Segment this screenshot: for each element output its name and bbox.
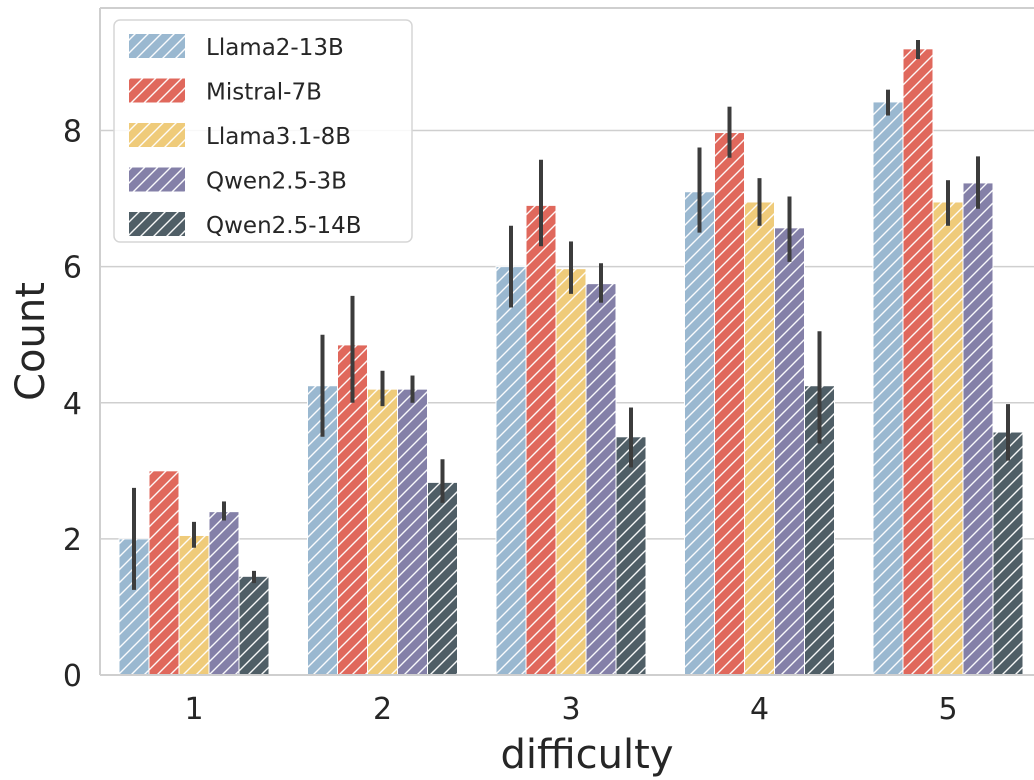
bar-qwen2-5-3b-1 — [208, 511, 240, 676]
error-bars — [132, 39, 1010, 590]
bar-qwen2-5-3b-2 — [397, 388, 428, 676]
bar-qwen2-5-3b-5 — [962, 182, 994, 676]
x-tick-label: 4 — [750, 692, 769, 727]
bar-mistral-7b-1 — [148, 470, 180, 676]
x-tick-label: 1 — [184, 692, 203, 727]
bar-llama2-13b-4 — [684, 191, 715, 676]
x-tick-label: 5 — [938, 692, 957, 727]
bar-qwen2-5-14b-3 — [615, 436, 647, 676]
y-tick-label: 2 — [63, 523, 82, 558]
axes — [99, 7, 1034, 676]
bar-llama3-1-8b-3 — [555, 268, 587, 676]
x-axis-title: difficulty — [501, 732, 674, 778]
bar-llama3-1-8b-1 — [178, 534, 210, 676]
y-tick-label: 6 — [63, 251, 82, 286]
bar-llama2-13b-3 — [495, 266, 527, 676]
legend: Llama2-13B Mistral-7B Llama3.1-8B Qwen2.5-3… — [113, 19, 413, 243]
legend-swatch — [129, 212, 185, 236]
bar-mistral-7b-5 — [902, 48, 934, 676]
legend-swatch — [129, 78, 185, 103]
bar-llama3-1-8b-4 — [744, 201, 775, 676]
y-tick-label: 0 — [63, 659, 82, 694]
bar-qwen2-5-14b-2 — [427, 481, 458, 676]
legend-label: Mistral-7B — [206, 80, 322, 106]
legend-label: Qwen2.5-3B — [206, 169, 347, 195]
tick-labels: 0 2 4 6 8 1 2 3 4 5 — [63, 115, 958, 727]
legend-box — [113, 19, 413, 243]
bar-mistral-7b-3 — [525, 204, 557, 676]
legend-swatch — [129, 167, 185, 192]
bar-mistral-7b-4 — [714, 132, 745, 676]
bar-qwen2-5-14b-5 — [992, 431, 1024, 676]
legend-label: Llama3.1-8B — [206, 124, 351, 150]
legend-label: Qwen2.5-14B — [206, 213, 362, 239]
bar-qwen2-5-14b-1 — [238, 575, 270, 676]
x-tick-label: 2 — [373, 692, 392, 727]
bar-qwen2-5-3b-4 — [774, 227, 805, 676]
bars — [118, 48, 1024, 676]
x-tick-label: 3 — [561, 692, 580, 727]
legend-swatch — [129, 34, 185, 58]
legend-label: Llama2-13B — [206, 35, 344, 61]
legend-swatch — [129, 123, 185, 147]
bar-llama3-1-8b-5 — [932, 201, 964, 676]
y-tick-label: 4 — [63, 387, 82, 422]
bar-qwen2-5-3b-3 — [585, 283, 617, 676]
bar-llama3-1-8b-2 — [367, 388, 398, 676]
bar-llama2-13b-5 — [872, 101, 904, 676]
y-tick-label: 8 — [63, 115, 82, 150]
y-axis-title: Count — [8, 282, 54, 401]
